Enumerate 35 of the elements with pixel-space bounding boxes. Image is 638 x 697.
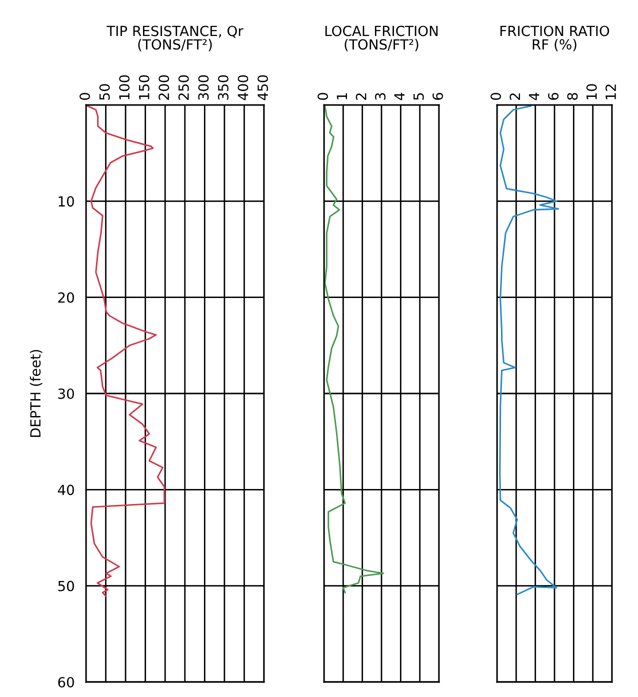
- x-tick-label: 250: [178, 75, 189, 100]
- x-tick-label: 6: [432, 92, 444, 100]
- x-tick-label: 6: [548, 92, 559, 100]
- x-tick-label: 4: [394, 92, 404, 100]
- y-tick-label: 40: [58, 484, 74, 496]
- x-tick-label: 450: [258, 75, 268, 100]
- x-tick-label: 50: [99, 84, 110, 100]
- x-tick-label: 150: [138, 75, 150, 100]
- x-tick-label: 0: [80, 92, 90, 100]
- chart-title: LOCAL FRICTION (TONS/FT²): [325, 26, 438, 52]
- x-tick-label: 400: [238, 75, 248, 100]
- x-tick-label: 10: [586, 84, 597, 100]
- y-tick-label: 20: [58, 292, 74, 303]
- x-tick-label: 1: [336, 93, 347, 100]
- x-tick-label: 100: [119, 75, 130, 100]
- chart-title: FRICTION RATIO RF (%): [500, 26, 610, 52]
- line-series: [86, 105, 166, 598]
- y-tick-label: 60: [58, 676, 74, 688]
- y-tick-label: 10: [58, 196, 74, 207]
- y-tick-label: 30: [58, 388, 74, 399]
- x-tick-label: 3: [375, 93, 386, 100]
- x-tick-label: 200: [158, 75, 170, 100]
- x-tick-label: 2: [356, 93, 366, 100]
- x-tick-label: 5: [414, 93, 424, 100]
- x-tick-label: 0: [318, 92, 328, 100]
- x-tick-label: 0: [490, 92, 502, 100]
- y-axis-title: DEPTH (feet): [30, 350, 42, 437]
- y-tick-label: 50: [58, 580, 74, 592]
- x-tick-label: 300: [198, 75, 209, 100]
- x-tick-label: 4: [529, 92, 540, 100]
- chart-title: TIP RESISTANCE, Qr (TONS/FT²): [106, 26, 244, 52]
- x-tick-label: 12: [606, 84, 616, 100]
- x-tick-label: 350: [218, 75, 228, 100]
- x-tick-label: 8: [567, 92, 578, 100]
- x-tick-label: 2: [510, 93, 520, 100]
